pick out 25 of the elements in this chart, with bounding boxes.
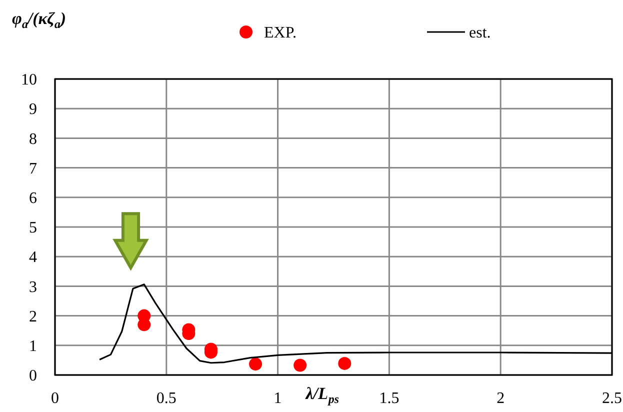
legend-label: est.: [469, 24, 491, 42]
y-tick-label: 10: [21, 72, 37, 89]
point: [338, 356, 352, 370]
y-tick-label: 1: [29, 338, 37, 355]
y-tick-label: 8: [29, 130, 37, 148]
x-tick-label: 1: [274, 390, 282, 407]
y-tick-label: 9: [29, 101, 37, 118]
y-tick-label: 6: [29, 190, 37, 207]
y-tick-label: 4: [29, 249, 37, 266]
x-tick-label: 2: [496, 390, 505, 407]
y-tick-label: 7: [29, 160, 37, 178]
x-tick-label: 0.5: [156, 390, 176, 407]
y-tick-label: 3: [29, 278, 37, 296]
y-tick-label: 0: [29, 368, 37, 385]
x-axis-title: λ/L$_{ps}$: [304, 384, 340, 406]
y-tick-label: 2: [29, 308, 37, 326]
x-tick-label: 0: [51, 390, 59, 407]
point: [294, 358, 307, 372]
y-axis-title: φ$_{a}$/(κζ$_{a}$): [12, 9, 66, 31]
x-tick-label: 2.5: [602, 390, 622, 407]
y-tick-label: 5: [29, 220, 37, 237]
x-tick-label: 1.5: [379, 390, 400, 407]
point: [138, 318, 151, 332]
legend-label: EXP.: [264, 24, 296, 42]
point: [249, 358, 262, 371]
